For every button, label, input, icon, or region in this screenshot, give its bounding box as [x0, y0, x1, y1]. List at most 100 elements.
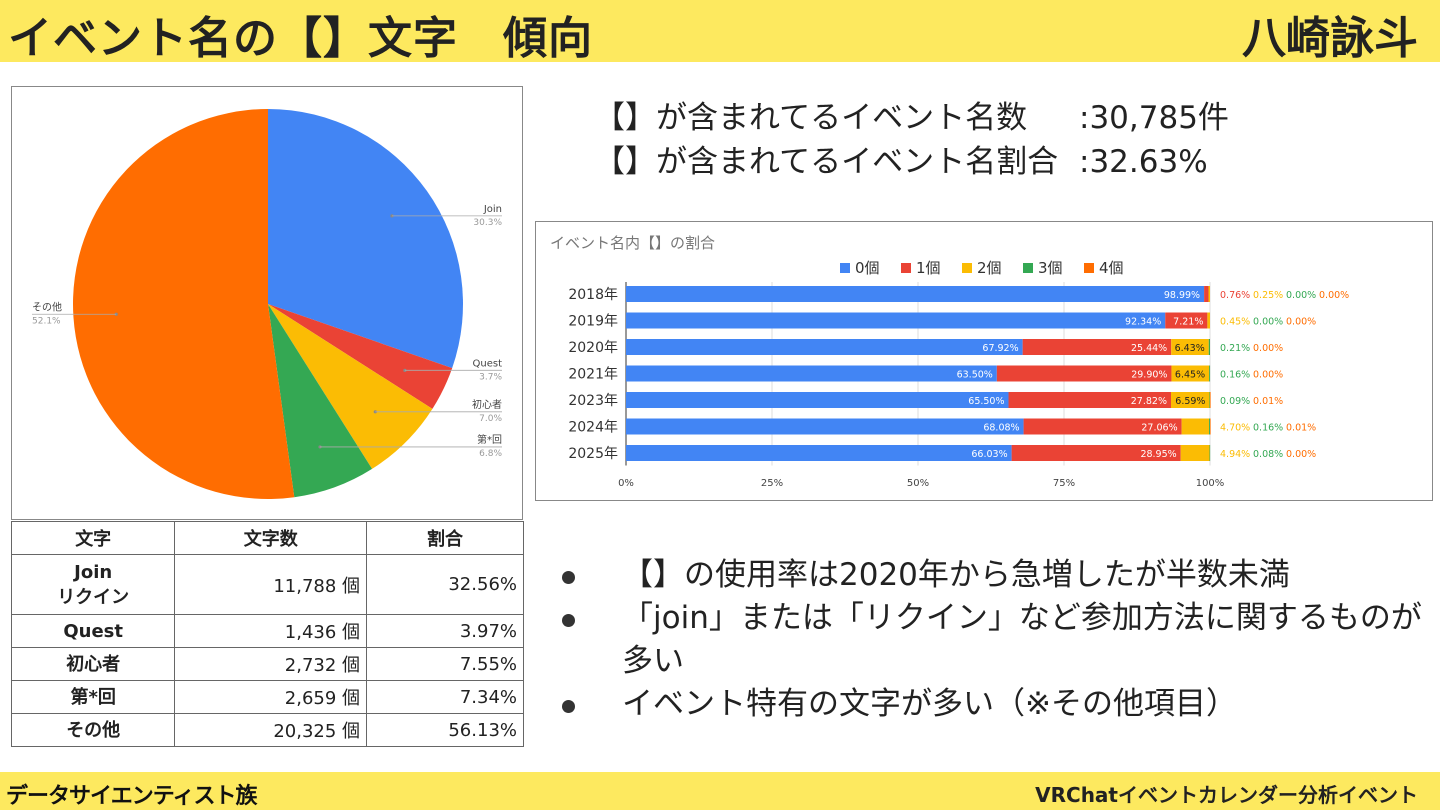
bar-segment [626, 312, 1166, 329]
bar-segment [1023, 418, 1182, 435]
pie-slice-pct: 3.7% [479, 372, 502, 382]
list-item: 「join」または「リクイン」など参加方法に関するものが多い [560, 597, 1430, 683]
y-tick-label: 2019年 [568, 314, 618, 330]
bullet-icon [562, 700, 575, 713]
list-item-text: 【】の使用率は2020年から急増したが半数未満 [622, 557, 1290, 593]
summary-row-ratio: 【】が含まれてるイベント名割合 :32.63% [594, 140, 1229, 184]
table-row: 第*回 2,659 個 7.34% [10, 680, 524, 714]
bar-outside-label: 0.00% [1319, 290, 1349, 301]
pie-chart: Join 30.3% Quest 3.7% 初心者 7.0% 第*回 6.8% その他 52.1% [32, 109, 503, 499]
bar-data-label: 68.08% [983, 423, 1019, 434]
table-cell-pct: 3.97% [366, 614, 524, 648]
bar-outside-label: 4.70% [1220, 423, 1250, 434]
legend-swatch [1084, 263, 1094, 273]
bar-data-label: 7.21% [1173, 317, 1203, 328]
bar-outside-label: 0.09% [1220, 396, 1250, 407]
bar-chart-panel: イベント名内【】の割合 0個 1個 2個 3個 4個 0% 25% 50% 75% 100% 2018… [535, 221, 1433, 501]
bar-outside-label: 0.00% [1286, 449, 1316, 460]
x-tick-label: 0% [618, 478, 634, 489]
pie-slice [268, 304, 373, 498]
x-tick-label: 50% [907, 478, 929, 489]
bar-data-label: 6.59% [1175, 396, 1205, 407]
pie-slice-pct: 52.1% [32, 316, 61, 326]
list-item-text: イベント特有の文字が多い（※その他項目） [622, 686, 1237, 722]
table-cell-pct: 32.56% [366, 554, 524, 615]
table-cell-count: 1,436 個 [174, 614, 368, 648]
table-row: Join リクイン 11,788 個 32.56% [10, 554, 524, 615]
bar-data-label: 6.45% [1175, 370, 1205, 381]
bar-data-label: 27.82% [1131, 396, 1167, 407]
bar-segment [1207, 312, 1210, 329]
pie-slice [268, 304, 433, 469]
table-header-row: 文字 文字数 割合 [10, 521, 524, 555]
legend-label: 0個 [855, 259, 880, 277]
page-title: イベント名の【】文字 傾向 [8, 13, 593, 64]
table-row: その他 20,325 個 56.13% [10, 713, 524, 747]
bar-segment [626, 418, 1024, 435]
y-tick-label: 2020年 [568, 340, 618, 356]
bar-outside-label: 0.76% [1220, 290, 1250, 301]
table-row: 初心者 2,732 個 7.55% [10, 647, 524, 681]
summary-value: :32.63% [1079, 144, 1208, 180]
pie-slice-label: 初心者 [472, 398, 502, 411]
bar-outside-label: 0.16% [1220, 370, 1250, 381]
bar-segment [1209, 445, 1211, 461]
bar-data-label: 28.95% [1140, 449, 1176, 460]
pie-slice-label: Quest [473, 358, 503, 369]
list-item-text: 「join」または「リクイン」など参加方法に関するものが多い [622, 600, 1422, 679]
bar-segment [1209, 365, 1211, 382]
bar-segment [626, 339, 1023, 355]
bar-segment [1008, 392, 1171, 408]
bar-segment [1181, 418, 1210, 435]
bar-segment [626, 445, 1012, 461]
bar-outside-label: 0.00% [1253, 370, 1283, 381]
bar-segment [1171, 339, 1209, 355]
legend-label: 2個 [977, 259, 1002, 277]
bar-outside-label: 0.00% [1253, 343, 1283, 354]
bar-data-label: 67.92% [982, 343, 1018, 354]
x-tick-label: 25% [761, 478, 783, 489]
table-cell-name: 第*回 [10, 680, 176, 714]
y-tick-label: 2018年 [568, 287, 618, 303]
pie-slice [73, 109, 295, 499]
legend-swatch [1023, 263, 1033, 273]
bar-segment [626, 286, 1205, 302]
bullet-list: 【】の使用率は2020年から急増したが半数未満 「join」または「リクイン」な… [560, 554, 1430, 726]
summary-stats: 【】が含まれてるイベント名数 :30,785件 【】が含まれてるイベント名割合 … [594, 96, 1229, 184]
bar-segment [626, 365, 997, 382]
y-tick-label: 2024年 [568, 420, 618, 436]
table-cell-pct: 56.13% [366, 713, 524, 747]
bar-data-label: 29.90% [1131, 370, 1167, 381]
table-row: Quest 1,436 個 3.97% [10, 614, 524, 648]
bar-data-label: 92.34% [1125, 317, 1161, 328]
bar-outside-label: 0.01% [1253, 396, 1283, 407]
legend-label: 1個 [916, 259, 941, 277]
pie-slice [268, 109, 464, 369]
summary-row-count: 【】が含まれてるイベント名数 :30,785件 [594, 96, 1229, 140]
author-name: 八崎詠斗 [1242, 13, 1418, 64]
x-tick-label: 75% [1053, 478, 1075, 489]
header-bar: イベント名の【】文字 傾向 八崎詠斗 [0, 0, 1440, 64]
pie-chart-panel: Join 30.3% Quest 3.7% 初心者 7.0% 第*回 6.8% その他 52.1% [11, 86, 523, 520]
table-cell-pct: 7.34% [366, 680, 524, 714]
y-tick-label: 2025年 [568, 446, 618, 462]
bar-segment [626, 392, 1009, 408]
table-cell-name: 初心者 [10, 647, 176, 681]
bar-segment [1210, 392, 1211, 408]
bar-segment [1204, 286, 1209, 302]
legend-label: 4個 [1099, 259, 1124, 277]
pie-slice-label: 第*回 [477, 433, 502, 446]
table-cell-name: Quest [10, 614, 176, 648]
bar-data-label: 27.06% [1141, 423, 1177, 434]
table-header-char: 文字 [10, 521, 176, 555]
bullet-icon [562, 571, 575, 584]
table-cell-count: 2,659 個 [174, 680, 368, 714]
legend-swatch [962, 263, 972, 273]
stats-table: 文字 文字数 割合 Join リクイン 11,788 個 32.56% Ques… [10, 521, 524, 747]
bar-outside-label: 0.21% [1220, 343, 1250, 354]
bar-outside-label: 0.45% [1220, 317, 1250, 328]
footer-brand: データサイエンティスト族 [6, 784, 257, 809]
pie-slice-pct: 7.0% [479, 414, 502, 424]
legend-label: 3個 [1038, 259, 1063, 277]
bar-chart-title: イベント名内【】の割合 [550, 234, 715, 252]
